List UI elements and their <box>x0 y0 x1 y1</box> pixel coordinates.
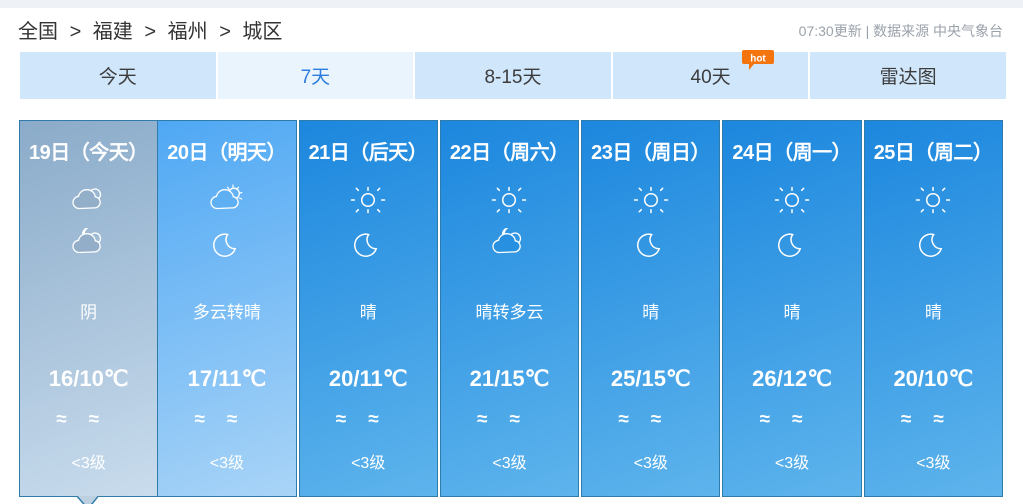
svg-text:hot: hot <box>750 54 766 65</box>
